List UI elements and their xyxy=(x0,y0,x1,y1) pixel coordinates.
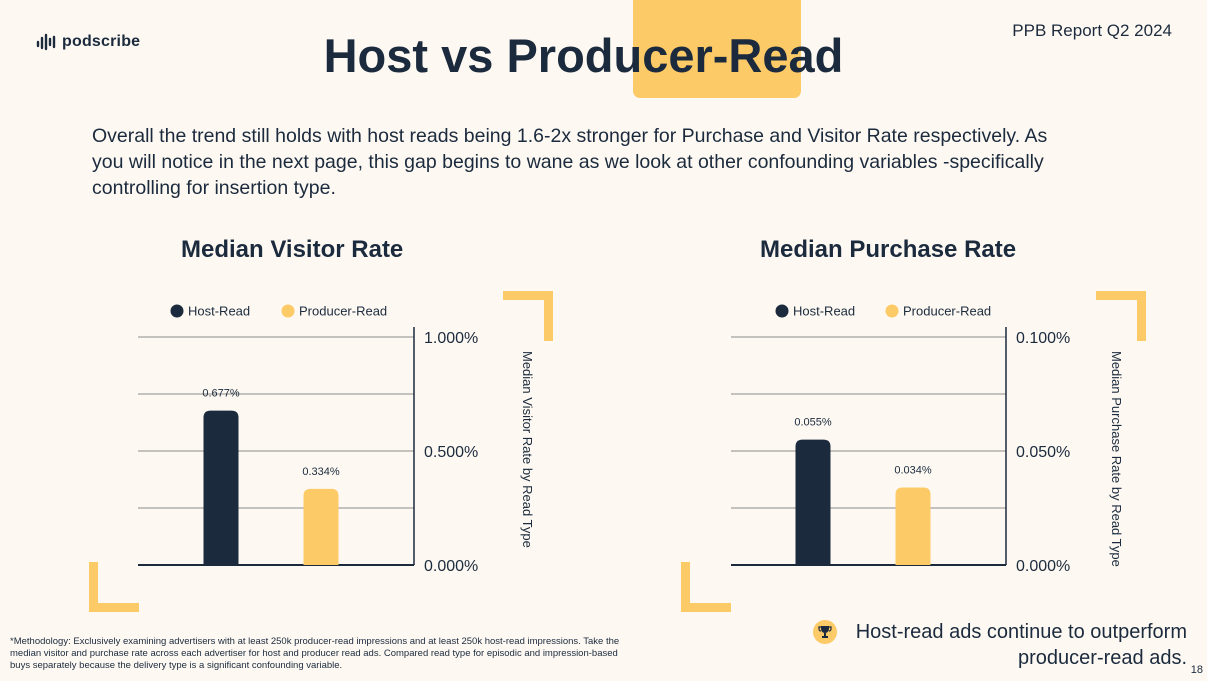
chart0-ytick-label-2: 1.000% xyxy=(424,330,478,347)
methodology-footnote: *Methodology: Exclusively examining adve… xyxy=(10,636,620,671)
chart1-ytick-label-0: 0.000% xyxy=(1016,558,1070,575)
chart1-ytick-label-1: 0.050% xyxy=(1016,444,1070,461)
chart-title-visitor: Median Visitor Rate xyxy=(181,236,404,263)
page-title: Host vs Producer-Read xyxy=(323,29,844,82)
chart1-y-axis-label: Median Purchase Rate by Read Type xyxy=(1109,351,1124,567)
chart0-legend-swatch-1 xyxy=(281,304,295,318)
bracket-bottom-left-1 xyxy=(681,562,731,612)
chart1-legend-swatch-1 xyxy=(885,304,899,318)
chart0-ytick-label-0: 0.000% xyxy=(424,558,478,575)
chart1-data-label-0: 0.055% xyxy=(794,417,832,429)
chart1-bar-producer-read xyxy=(895,487,931,565)
chart1-legend-label-0: Host-Read xyxy=(793,304,855,319)
podscribe-logo: podscribe xyxy=(36,33,140,51)
intro-paragraph: Overall the trend still holds with host … xyxy=(92,125,1048,199)
chart1-legend-label-1: Producer-Read xyxy=(903,304,991,319)
chart1-ytick-label-2: 0.100% xyxy=(1016,330,1070,347)
chart1-bar-host-read xyxy=(795,439,831,565)
chart0-y-axis-label: Median Visitor Rate by Read Type xyxy=(520,351,535,548)
title-highlight xyxy=(633,0,801,98)
bracket-top-right-1 xyxy=(1096,291,1146,341)
chart0-bar-host-read xyxy=(203,410,239,565)
trophy-badge xyxy=(813,620,837,649)
chart0-legend-swatch-0 xyxy=(170,304,184,318)
chart0-legend-label-1: Producer-Read xyxy=(299,304,387,319)
brand-name: podscribe xyxy=(62,33,141,50)
chart0-legend-label-0: Host-Read xyxy=(188,304,250,319)
chart1-data-label-1: 0.034% xyxy=(894,464,932,476)
trophy-icon xyxy=(813,620,837,644)
key-takeaway: Host-read ads continue to outperform pro… xyxy=(856,619,1187,671)
report-label: PPB Report Q2 2024 xyxy=(1012,21,1172,40)
takeaway-line-1: Host-read ads continue to outperform xyxy=(855,621,1187,643)
chart-title-purchase: Median Purchase Rate xyxy=(760,236,1017,263)
bracket-top-right-0 xyxy=(503,291,553,341)
soundwave-icon xyxy=(36,33,56,51)
chart0-data-label-0: 0.677% xyxy=(202,388,240,400)
chart0-data-label-1: 0.334% xyxy=(302,466,340,478)
page-number: 18 xyxy=(1190,664,1203,676)
chart0-bar-producer-read xyxy=(303,488,339,565)
takeaway-line-2: producer-read ads. xyxy=(1018,647,1187,669)
bracket-bottom-left-0 xyxy=(89,562,139,612)
chart1-legend-swatch-0 xyxy=(775,304,789,318)
chart0-ytick-label-1: 0.500% xyxy=(424,444,478,461)
